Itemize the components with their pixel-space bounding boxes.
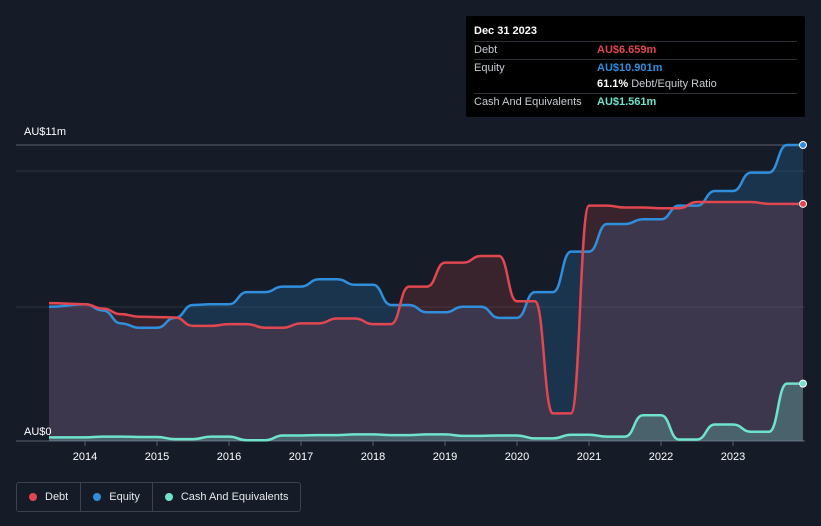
tooltip-cash-row: Cash And Equivalents AU$1.561m: [474, 93, 797, 110]
x-tick-label: 2015: [145, 451, 169, 463]
data-tooltip: Dec 31 2023 Debt AU$6.659m Equity AU$10.…: [466, 16, 805, 117]
x-tick-label: 2022: [649, 451, 673, 463]
grid-lines: [16, 144, 805, 442]
x-tick-label: 2018: [361, 451, 385, 463]
tooltip-ratio-label: Debt/Equity Ratio: [631, 78, 717, 90]
equity-dot-icon: [93, 493, 102, 501]
x-tick-label: 2023: [721, 451, 745, 463]
tooltip-equity-label: Equity: [474, 62, 505, 74]
y-axis-top-label: AU$11m: [24, 126, 66, 138]
x-axis: 2014 2015 2016 2017 2018 2019 2020 2021 2022 2023: [73, 441, 745, 463]
x-tick-label: 2019: [433, 451, 457, 463]
x-tick-label: 2014: [73, 451, 97, 463]
tooltip-ratio-spacer: [474, 76, 597, 92]
equity-end-point: [799, 141, 807, 149]
cash-and-equivalents-line: [48, 382, 803, 442]
x-tick-label: 2016: [217, 451, 241, 463]
cash-and-equivalents-area: [49, 383, 803, 441]
series-areas: [49, 145, 803, 441]
tooltip-cash-label: Cash And Equivalents: [474, 96, 582, 108]
tooltip-ratio-value: 61.1%: [597, 78, 629, 90]
tooltip-equity-value: AU$10.901m: [597, 62, 663, 74]
equity-line: [48, 143, 803, 329]
tooltip-debt-label: Debt: [474, 44, 498, 56]
tooltip-equity-row: Equity AU$10.901m: [474, 59, 797, 76]
legend-cash-label: Cash And Equivalents: [180, 491, 289, 503]
y-axis-bottom-label: AU$0: [24, 426, 52, 438]
legend-item-debt[interactable]: Debt: [17, 483, 82, 511]
equity-area: [49, 145, 803, 441]
legend-debt-label: Debt: [45, 491, 69, 503]
tooltip-debt-value: AU$6.659m: [597, 44, 657, 56]
legend-equity-label: Equity: [109, 491, 140, 503]
series-lines: [48, 143, 803, 442]
debt-area: [49, 201, 803, 441]
end-markers: [799, 141, 807, 388]
tooltip-ratio-row: 61.1% Debt/Equity Ratio: [474, 76, 797, 92]
x-tick-label: 2017: [289, 451, 313, 463]
x-tick-label: 2021: [577, 451, 601, 463]
debt-line: [48, 200, 803, 415]
tooltip-date: Dec 31 2023: [474, 25, 537, 37]
legend-item-cash[interactable]: Cash And Equivalents: [153, 483, 301, 511]
legend-item-equity[interactable]: Equity: [81, 483, 153, 511]
cash-and-equivalents-end-point: [799, 379, 807, 388]
debt-dot-icon: [29, 493, 37, 501]
debt-end-point: [799, 199, 807, 208]
tooltip-debt-row: Debt AU$6.659m: [474, 41, 797, 58]
tooltip-cash-value: AU$1.561m: [597, 96, 657, 108]
chart-legend: Debt Equity Cash And Equivalents: [16, 482, 302, 512]
x-tick-label: 2020: [505, 451, 529, 463]
cash-dot-icon: [164, 493, 173, 501]
